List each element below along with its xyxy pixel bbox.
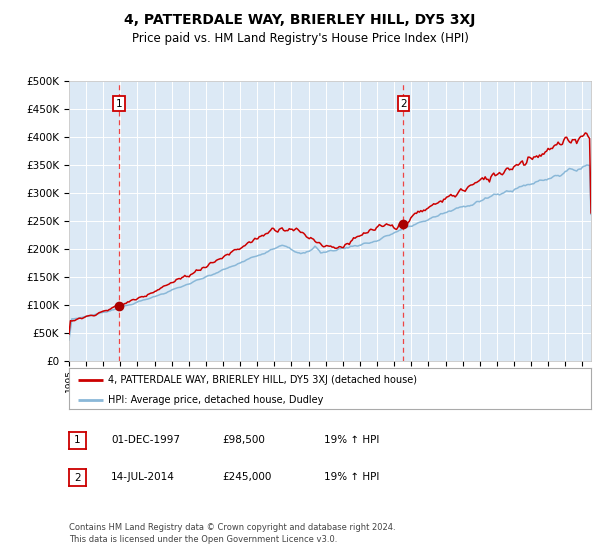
Text: 2: 2: [74, 473, 81, 483]
Text: 14-JUL-2014: 14-JUL-2014: [111, 472, 175, 482]
Text: 01-DEC-1997: 01-DEC-1997: [111, 435, 180, 445]
Text: 4, PATTERDALE WAY, BRIERLEY HILL, DY5 3XJ (detached house): 4, PATTERDALE WAY, BRIERLEY HILL, DY5 3X…: [108, 375, 417, 385]
Text: Contains HM Land Registry data © Crown copyright and database right 2024.: Contains HM Land Registry data © Crown c…: [69, 523, 395, 532]
Text: £98,500: £98,500: [222, 435, 265, 445]
Text: 19% ↑ HPI: 19% ↑ HPI: [324, 435, 379, 445]
Text: 1: 1: [74, 435, 81, 445]
Text: 2: 2: [400, 99, 407, 109]
Text: 4, PATTERDALE WAY, BRIERLEY HILL, DY5 3XJ: 4, PATTERDALE WAY, BRIERLEY HILL, DY5 3X…: [124, 13, 476, 27]
Text: 19% ↑ HPI: 19% ↑ HPI: [324, 472, 379, 482]
Text: £245,000: £245,000: [222, 472, 271, 482]
Text: 1: 1: [116, 99, 122, 109]
Text: Price paid vs. HM Land Registry's House Price Index (HPI): Price paid vs. HM Land Registry's House …: [131, 31, 469, 45]
Text: HPI: Average price, detached house, Dudley: HPI: Average price, detached house, Dudl…: [108, 395, 323, 405]
Text: This data is licensed under the Open Government Licence v3.0.: This data is licensed under the Open Gov…: [69, 535, 337, 544]
